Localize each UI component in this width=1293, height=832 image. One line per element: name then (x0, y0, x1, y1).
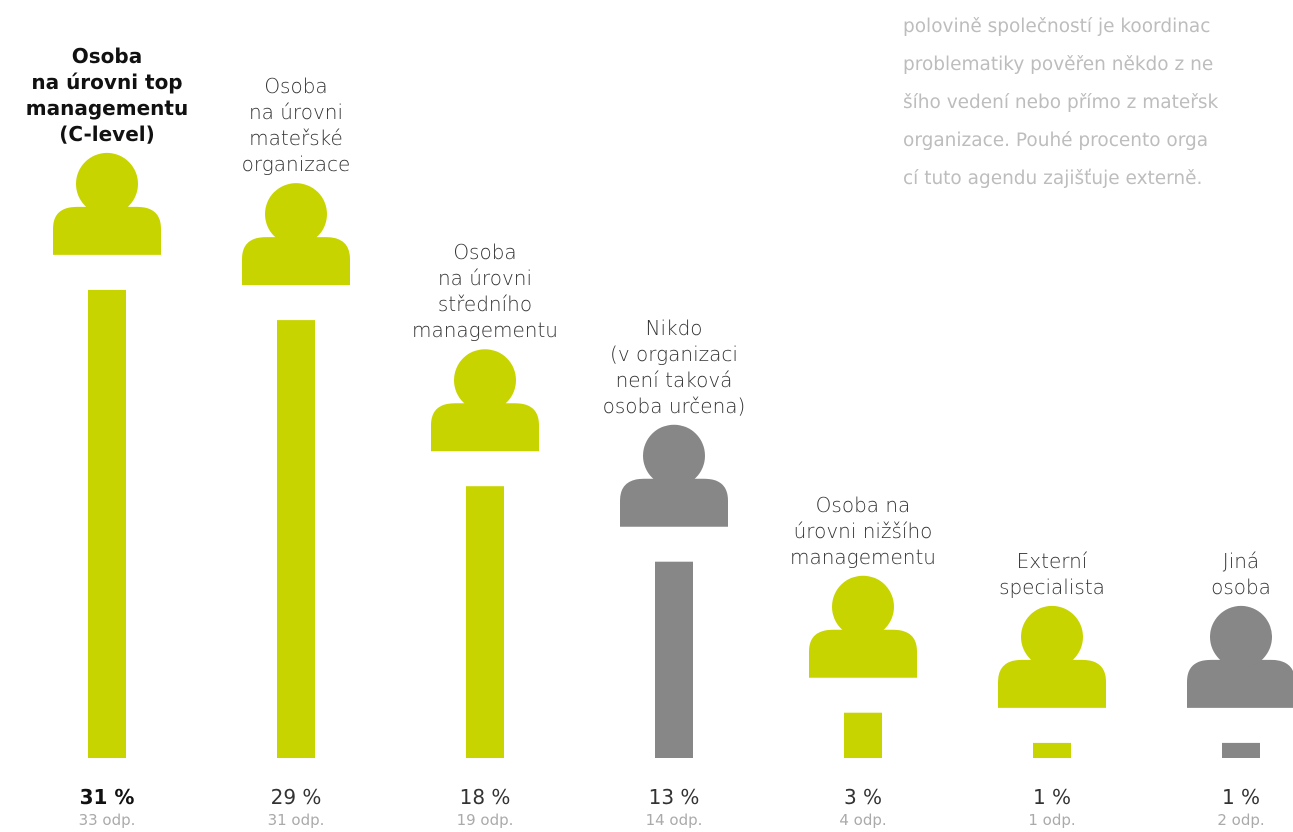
count-label: 33 odp. (78, 811, 136, 829)
person-shoulders (242, 237, 350, 286)
person-shoulders (809, 629, 917, 678)
person-shoulders (620, 478, 728, 527)
person-shoulders (1187, 659, 1293, 708)
bar (1222, 742, 1260, 758)
count-label: 19 odp. (456, 811, 514, 829)
bar (844, 712, 882, 758)
person-head (454, 349, 516, 412)
bar (655, 561, 693, 758)
value-label: 3 % (843, 785, 883, 809)
person-head (1210, 605, 1272, 668)
count-label: 14 odp. (645, 811, 703, 829)
annotation-line: cí tuto agendu zajišťuje externě. (903, 168, 1203, 189)
person-head (76, 152, 138, 215)
annotation-line: organizace. Pouhé procento orga (903, 130, 1209, 151)
category-label: Osoba na úrovni nižšího managementu (790, 492, 936, 569)
value-label: 1 % (1032, 785, 1072, 809)
category-label: Jiná osoba (1211, 548, 1271, 599)
value-label: 31 % (79, 785, 135, 809)
category-label: Osoba na úrovni top managementu (C-level… (25, 43, 189, 146)
value-label: 1 % (1221, 785, 1261, 809)
person-head (265, 183, 327, 246)
person-head (1021, 605, 1083, 668)
value-label: 18 % (459, 785, 511, 809)
annotation-line: problematiky pověřen někdo z ne (903, 54, 1214, 75)
count-label: 2 odp. (1217, 811, 1265, 829)
count-label: 4 odp. (839, 811, 887, 829)
category-label: Nikdo (v organizaci není taková osoba ur… (602, 315, 746, 418)
bar (466, 486, 504, 758)
count-label: 31 odp. (267, 811, 325, 829)
category-label: Osoba na úrovni středního managementu (412, 240, 558, 343)
value-label: 29 % (270, 785, 322, 809)
annotation-line: polovině společností je koordinac (903, 16, 1211, 37)
annotation-line: šího vedení nebo přímo z mateřsk (903, 92, 1219, 113)
category-label: Externí specialista (999, 548, 1105, 599)
person-shoulders (53, 206, 161, 255)
person-head (832, 575, 894, 638)
person-shoulders (998, 659, 1106, 708)
person-shoulders (431, 403, 539, 452)
category-label: Osoba na úrovni mateřské organizace (241, 74, 351, 177)
person-head (643, 424, 705, 487)
value-label: 13 % (648, 785, 700, 809)
bar (1033, 742, 1071, 758)
bar (277, 320, 315, 758)
bar (88, 289, 126, 758)
count-label: 1 odp. (1028, 811, 1076, 829)
